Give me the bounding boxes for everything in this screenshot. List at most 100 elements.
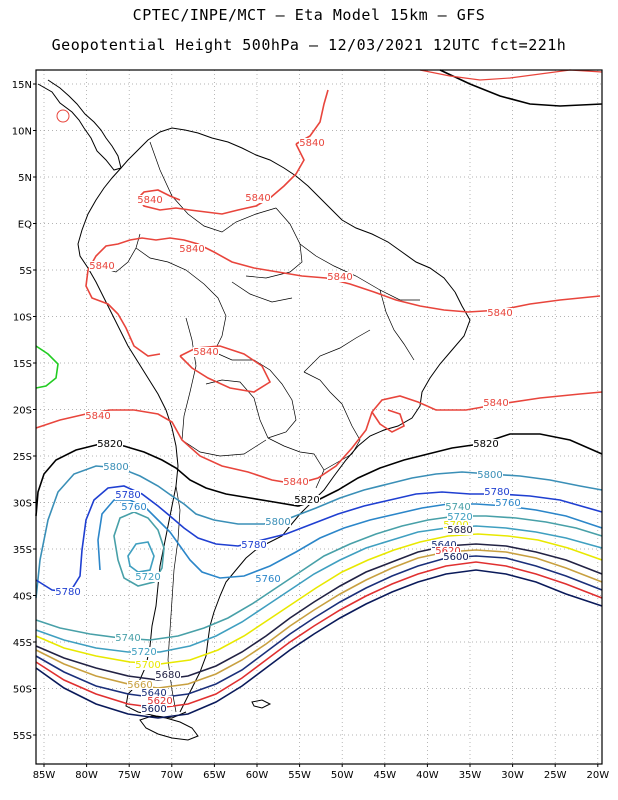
lat-tick-label: EQ <box>18 220 32 231</box>
contour-label-bg <box>299 138 325 148</box>
contour-label-bg <box>294 495 320 505</box>
contour-label-bg <box>445 502 471 512</box>
contour-5620 <box>35 561 603 709</box>
contour-label-5840: 5840 <box>179 244 204 255</box>
falkland-islands <box>251 699 272 709</box>
contour-label-bg <box>241 540 267 550</box>
contour-label-5760: 5760 <box>495 498 520 509</box>
contour-label-5640: 5640 <box>141 688 166 699</box>
contour-label-5680: 5680 <box>447 525 472 536</box>
contour-5840-bolivia <box>179 345 272 393</box>
lon-tick-label: 75W <box>118 770 141 781</box>
contour-label-bg <box>483 398 509 408</box>
contour-label-bg <box>155 670 181 680</box>
lat-tick-label: 50S <box>13 685 32 696</box>
lat-tick-label: 40S <box>13 592 32 603</box>
contour-label-bg <box>55 587 81 597</box>
contour-label-5840: 5840 <box>193 347 218 358</box>
contour-label-bg <box>137 195 163 205</box>
contour-label-bg <box>135 572 161 582</box>
contour-label-bg <box>89 261 115 271</box>
contour-label-5780: 5780 <box>55 587 80 598</box>
contour-label-5840: 5840 <box>89 261 114 272</box>
contour-label-bg <box>431 540 457 550</box>
contour-5720-loop <box>127 541 155 573</box>
contour-label-bg <box>495 498 521 508</box>
contour-label-bg <box>443 552 469 562</box>
contour-label-5840: 5840 <box>283 477 308 488</box>
south-america-coastline <box>37 79 471 741</box>
contour-label-5700: 5700 <box>135 660 160 671</box>
contour-label-5780: 5780 <box>241 540 266 551</box>
contour-label-bg <box>447 525 473 535</box>
contour-label-5600: 5600 <box>141 704 166 715</box>
contour-5840-amazon <box>87 237 601 313</box>
contour-label-5800: 5800 <box>265 517 290 528</box>
contour-label-5780: 5780 <box>484 487 509 498</box>
contour-5840-west <box>85 269 161 357</box>
contour-label-bg <box>435 546 461 556</box>
contour-label-bg <box>245 193 271 203</box>
contour-label-5740: 5740 <box>115 633 140 644</box>
central-america-coast <box>37 79 122 171</box>
contour-label-bg <box>487 308 513 318</box>
contour-label-5600: 5600 <box>443 552 468 563</box>
lat-tick-label: 15S <box>13 359 32 370</box>
contour-5640 <box>35 555 603 699</box>
lon-tick-label: 65W <box>203 770 226 781</box>
contour-label-5760: 5760 <box>121 502 146 513</box>
contour-label-5820: 5820 <box>473 439 498 450</box>
lon-tick-label: 25W <box>544 770 567 781</box>
lon-tick-label: 55W <box>288 770 311 781</box>
lon-tick-label: 30W <box>501 770 524 781</box>
contour-label-5640: 5640 <box>431 540 456 551</box>
contour-label-5780: 5780 <box>115 490 140 501</box>
caribbean-coast <box>120 127 456 293</box>
contour-5840-rio <box>371 409 405 433</box>
contour-label-5680: 5680 <box>155 670 180 681</box>
contour-label-bg <box>447 512 473 522</box>
lat-tick-label: 15N <box>12 80 32 91</box>
contour-label-bg <box>147 696 173 706</box>
atlantic-coast <box>179 291 471 713</box>
contour-label-bg <box>193 347 219 357</box>
lon-tick-label: 60W <box>246 770 269 781</box>
lon-tick-label: 85W <box>33 770 56 781</box>
contour-label-bg <box>127 680 153 690</box>
contour-label-bg <box>97 439 123 449</box>
contour-label-5720: 5720 <box>131 647 156 658</box>
contour-5820 <box>35 433 603 517</box>
contour-label-5840: 5840 <box>299 138 324 149</box>
contour-label-5840: 5840 <box>327 272 352 283</box>
country-borders <box>101 141 420 713</box>
contour-label-5820: 5820 <box>97 439 122 450</box>
small-islands <box>56 109 70 123</box>
contour-5840-north <box>136 89 329 215</box>
lat-tick-label: 30S <box>13 499 32 510</box>
lat-tick-label: 10N <box>12 127 32 138</box>
contour-label-5800: 5800 <box>103 462 128 473</box>
contour-label-bg <box>477 470 503 480</box>
contour-label-bg <box>121 502 147 512</box>
contour-5740 <box>35 511 603 641</box>
map-title-line1: CPTEC/INPE/MCT — Eta Model 15km — GFS <box>132 6 486 24</box>
lat-tick-label: 45S <box>13 638 32 649</box>
lon-tick-label: 40W <box>416 770 439 781</box>
lat-tick-label: 5N <box>18 173 32 184</box>
contour-5600 <box>35 569 603 719</box>
contour-label-bg <box>255 574 281 584</box>
contour-5780 <box>35 485 603 593</box>
contour-label-bg <box>179 244 205 254</box>
contour-label-5720: 5720 <box>447 512 472 523</box>
contour-label-bg <box>85 411 111 421</box>
map-title-line2: Geopotential Height 500hPa — 12/03/2021 … <box>51 36 567 54</box>
contour-label-bg <box>131 647 157 657</box>
map-frame <box>35 69 603 765</box>
lon-tick-label: 35W <box>459 770 482 781</box>
contour-label-bg <box>283 477 309 487</box>
lon-tick-label: 45W <box>373 770 396 781</box>
contour-label-bg <box>115 490 141 500</box>
lat-tick-label: 5S <box>19 266 32 277</box>
contour-5800 <box>35 465 603 599</box>
